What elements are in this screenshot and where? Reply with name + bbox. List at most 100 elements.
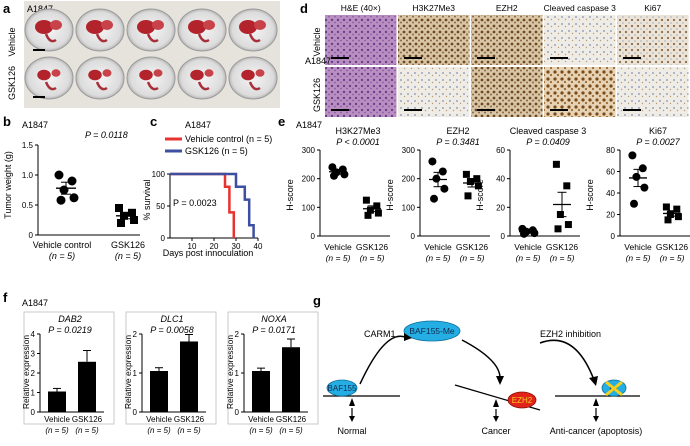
tumor-sample [255, 69, 265, 77]
data-point [364, 211, 372, 219]
ihc-image-tile [325, 15, 397, 65]
x-tick-label: 20 [210, 242, 219, 251]
data-point [664, 216, 672, 224]
scale-bar [623, 109, 641, 111]
p-value: P = 0.0409 [526, 137, 569, 147]
uterine-horn [146, 33, 159, 43]
inhibition-cross [605, 380, 623, 397]
data-point [466, 178, 474, 186]
y-tick-label: 0.5 [22, 201, 34, 210]
gene-name: NOXA [261, 314, 287, 324]
tumor-sample [86, 20, 104, 34]
group-label: Vehicle control [33, 240, 92, 250]
y-axis-label: H-score [475, 179, 485, 211]
gene-name: DLC1 [160, 314, 183, 324]
anticancer-label: Anti-cancer (apoptosis) [550, 426, 643, 436]
ihc-image-tile [471, 67, 543, 117]
data-point [473, 175, 481, 183]
tumor-sample [152, 20, 164, 30]
chart-title: Ki67 [649, 126, 667, 136]
y-tick-label: 0 [161, 234, 166, 243]
baf155-me-oval [403, 320, 461, 342]
cell-line-label: A1847 [22, 298, 48, 308]
arrow-ezh2-inhibition [539, 339, 595, 381]
data-point [432, 174, 441, 183]
y-tick-label: 100 [302, 203, 316, 212]
cell-line-label: A1847 [296, 120, 322, 130]
y-tick-label: 1 [235, 369, 240, 378]
tumor-sample [37, 69, 51, 81]
group-n: (n = 5) [550, 253, 575, 263]
group-label: Vehicle [146, 415, 172, 424]
scale-bar [550, 57, 568, 59]
data-point [564, 221, 572, 229]
x-tick-label: 30 [232, 242, 241, 251]
group-label: Vehicle [248, 415, 274, 424]
data-point [638, 164, 647, 173]
arrow-to-cancer [461, 339, 501, 379]
uterine-horn [95, 81, 108, 91]
y-tick-label: 40 [496, 175, 505, 184]
y-tick-label: 20 [606, 211, 615, 220]
panel-g: g CARM1 BAF155-Me EZH2 inhibition BAF155… [313, 293, 642, 436]
panel-letter: a [3, 1, 11, 16]
survival-plot: 0 50 100 10 20 30 40 [152, 170, 263, 251]
tumor-weight-plot: 0 0.5 1.0 1.5 [22, 141, 140, 240]
data-point [632, 172, 641, 181]
arrowhead [493, 416, 499, 422]
data-point [366, 206, 374, 214]
y-tick-label: 1 [31, 389, 36, 398]
chart-title: H3K27Me3 [335, 126, 380, 136]
p-value: P = 0.0171 [252, 325, 295, 335]
row-label-gsk126: GSK126 [7, 66, 17, 100]
data-point [630, 199, 638, 208]
data-point [373, 202, 381, 210]
baf155-label: BAF155 [328, 384, 357, 393]
arrowhead [349, 416, 355, 422]
tumor-sample [188, 20, 206, 34]
uterine-horn [146, 81, 159, 91]
group-n: (n = 5) [626, 253, 651, 263]
data-point [69, 193, 79, 203]
group-label: Vehicle [424, 242, 452, 252]
y-tick-label: 200 [302, 175, 316, 184]
data-point [115, 204, 123, 212]
tumor-sample [241, 69, 255, 81]
data-point [563, 182, 571, 190]
normal-label: Normal [337, 426, 366, 436]
group-n: (n = 5) [249, 426, 273, 435]
group-label: GSK126 [276, 415, 307, 424]
scale-bar [331, 57, 349, 59]
ihc-image-tile [617, 15, 689, 65]
group-n: (n = 5) [326, 253, 351, 263]
tumor-dishes [24, 8, 278, 100]
chart-frame [125, 311, 217, 425]
legend-label: Vehicle control (n = 5) [185, 134, 272, 144]
row-label-vehicle: Vehicle [312, 27, 322, 56]
y-axis-label: H-score [285, 179, 295, 211]
ihc-image-tile [325, 67, 397, 117]
y-tick-label: 0 [311, 232, 316, 241]
panel-letter: f [3, 290, 8, 305]
uterine-horn [248, 81, 261, 91]
row-label-gsk126: GSK126 [312, 78, 322, 112]
group-n: (n = 5) [177, 426, 201, 435]
panel-b: b A1847 P = 0.0118 Tumor weight (g) 0 0.5… [3, 114, 145, 261]
baf155-me-label: BAF155-Me [409, 326, 455, 336]
y-tick-label: 2 [235, 330, 240, 339]
group-label: GSK126 [546, 242, 578, 252]
cell-line-label: A1847 [305, 56, 331, 66]
y-tick-label: 300 [302, 146, 316, 155]
group-n: (n = 5) [360, 253, 385, 263]
fulcrum [349, 398, 355, 406]
tumor-sample [254, 20, 266, 30]
ihc-column-header: H3K27Me3 [412, 3, 455, 13]
y-axis-label: % survival [142, 179, 152, 220]
scale-bar [477, 57, 495, 59]
y-tick-label: 300 [402, 146, 416, 155]
arrowhead [589, 376, 598, 386]
